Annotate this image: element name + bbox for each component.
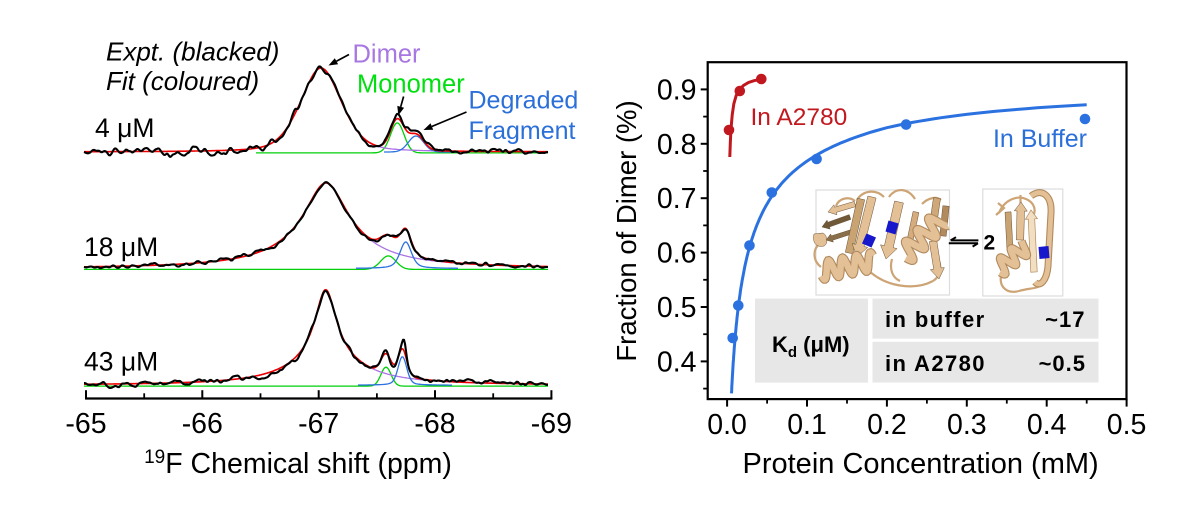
svg-text:0.4: 0.4 (657, 346, 697, 378)
svg-text:in A2780: in A2780 (885, 351, 986, 376)
svg-text:0.2: 0.2 (867, 409, 907, 441)
svg-text:-68: -68 (414, 408, 455, 440)
svg-text:Protein Concentration (mM): Protein Concentration (mM) (743, 448, 1099, 480)
svg-text:0.6: 0.6 (657, 238, 697, 270)
svg-text:0.5: 0.5 (1107, 409, 1147, 441)
svg-text:0.4: 0.4 (1027, 409, 1067, 441)
svg-text:18 μM: 18 μM (84, 232, 158, 262)
svg-text:Fragment: Fragment (469, 117, 576, 145)
svg-text:-67: -67 (298, 408, 339, 440)
svg-text:43 μM: 43 μM (84, 347, 158, 377)
svg-text:0.9: 0.9 (657, 74, 697, 106)
svg-text:Monomer: Monomer (357, 71, 465, 99)
svg-text:Fit (coloured): Fit (coloured) (106, 66, 259, 96)
svg-text:0.7: 0.7 (657, 183, 697, 215)
svg-text:-65: -65 (65, 408, 106, 440)
svg-text:19F Chemical shift (ppm): 19F Chemical shift (ppm) (144, 447, 452, 480)
svg-text:0.0: 0.0 (707, 409, 747, 441)
svg-text:0.5: 0.5 (657, 292, 697, 324)
svg-text:in buffer: in buffer (885, 307, 986, 332)
svg-text:-66: -66 (182, 408, 223, 440)
svg-text:Kd (μM): Kd (μM) (772, 332, 850, 361)
svg-text:0.8: 0.8 (657, 129, 697, 161)
svg-text:In A2780: In A2780 (751, 104, 848, 131)
svg-text:4 μM: 4 μM (95, 113, 154, 143)
svg-text:~0.5: ~0.5 (1039, 351, 1086, 376)
svg-text:Dimer: Dimer (353, 41, 422, 69)
svg-text:~17: ~17 (1045, 307, 1085, 332)
svg-text:0.1: 0.1 (787, 409, 827, 441)
svg-text:In Buffer: In Buffer (993, 125, 1087, 153)
svg-text:Degraded: Degraded (469, 87, 579, 115)
svg-text:2: 2 (984, 232, 996, 255)
svg-text:Fraction of Dimer (%): Fraction of Dimer (%) (611, 100, 642, 361)
svg-text:-69: -69 (531, 408, 572, 440)
svg-text:Expt. (blacked): Expt. (blacked) (106, 37, 279, 67)
svg-text:0.3: 0.3 (947, 409, 987, 441)
